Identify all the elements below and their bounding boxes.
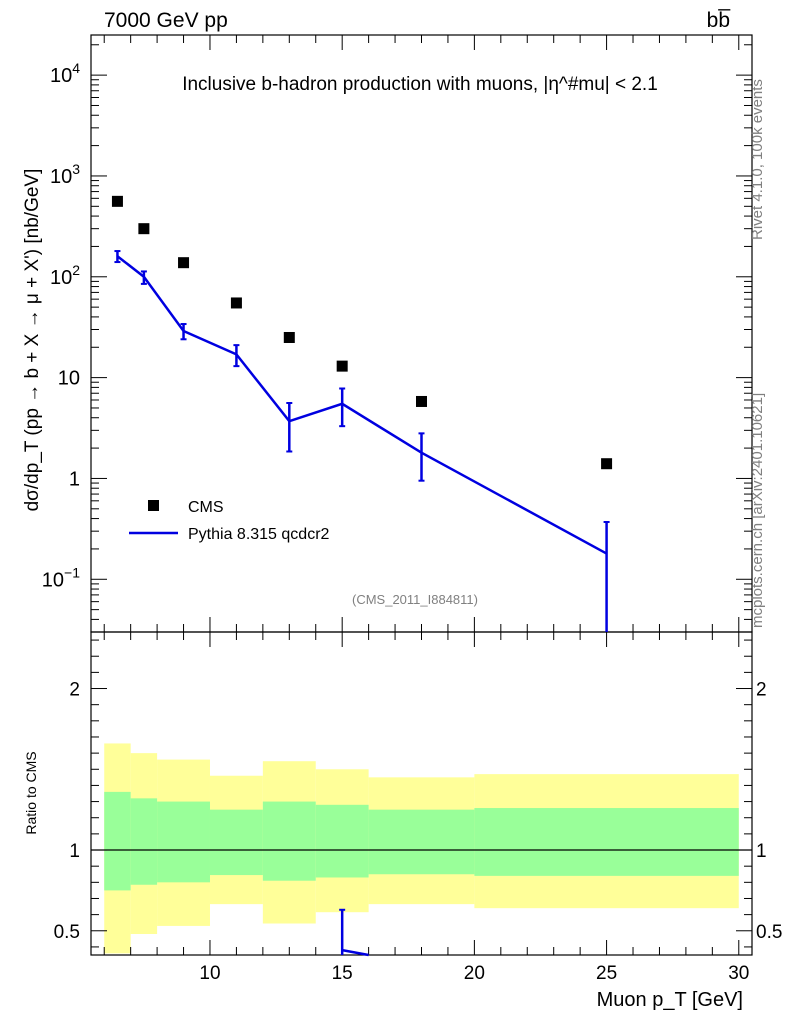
ratio-y-tick-label-right: 0.5 bbox=[756, 922, 782, 943]
ratio-y-axis-label: Ratio to CMS bbox=[23, 751, 39, 834]
cms-series bbox=[111, 195, 613, 470]
mc-series bbox=[114, 250, 610, 632]
legend-label-cms: CMS bbox=[188, 499, 224, 516]
header-left: 7000 GeV pp bbox=[104, 9, 228, 32]
ratio-band-inner bbox=[262, 801, 316, 881]
ratio-mc-series bbox=[339, 908, 369, 957]
cms-data-point bbox=[230, 297, 242, 309]
x-axis-label: Muon p_T [GeV] bbox=[597, 989, 743, 1011]
y-axis-label: dσ/dp_T (pp → b + X → μ + X') [nb/GeV] bbox=[22, 169, 43, 512]
ratio-band-inner bbox=[474, 808, 739, 876]
ratio-band-inner bbox=[209, 809, 263, 876]
x-tick-label: 15 bbox=[332, 963, 353, 984]
ratio-y-tick-label-right: 2 bbox=[756, 680, 767, 701]
y-tick-label: 102 bbox=[50, 262, 80, 289]
ratio-y-tick-labels: 0.5 0.5 1 1 2 2 bbox=[54, 680, 783, 943]
ratio-mc-line bbox=[341, 948, 369, 957]
ratio-y-tick-label-right: 1 bbox=[756, 841, 767, 862]
cms-data-point bbox=[416, 395, 427, 407]
axis-ticks bbox=[91, 35, 752, 955]
rivet-label: Rivet 4.1.0, 100k events bbox=[749, 79, 766, 240]
cms-data-point bbox=[111, 195, 123, 207]
chart-title: Inclusive b-hadron production with muons… bbox=[182, 74, 658, 95]
y-tick-label: 103 bbox=[50, 161, 80, 188]
cms-data-point bbox=[138, 223, 150, 235]
ratio-bands bbox=[91, 743, 752, 954]
x-tick-label: 20 bbox=[464, 963, 485, 984]
y-tick-label: 104 bbox=[50, 60, 80, 87]
mcplots-label: mcplots.cern.ch [arXiv:2401.10621] bbox=[749, 393, 766, 628]
analysis-tag: (CMS_2011_I884811) bbox=[352, 592, 478, 607]
ratio-band-inner bbox=[104, 791, 131, 891]
ratio-band-inner bbox=[368, 809, 475, 875]
x-tick-label: 30 bbox=[728, 963, 749, 984]
legend-marker-cms bbox=[148, 500, 159, 511]
y-tick-labels: 10−1 1 10 102 103 104 bbox=[42, 60, 80, 591]
ratio-y-tick-label-left: 0.5 bbox=[54, 922, 80, 943]
legend-label-pythia: Pythia 8.315 qcdcr2 bbox=[188, 526, 330, 543]
y-tick-label: 1 bbox=[69, 468, 80, 490]
cms-data-point bbox=[601, 458, 613, 470]
ratio-y-tick-label-left: 2 bbox=[69, 680, 80, 701]
y-tick-label: 10−1 bbox=[42, 564, 80, 591]
x-tick-label: 10 bbox=[199, 963, 220, 984]
ratio-y-tick-label-left: 1 bbox=[69, 841, 80, 862]
ratio-band-inner bbox=[315, 804, 369, 878]
ratio-band-inner bbox=[130, 798, 158, 885]
legend: CMS Pythia 8.315 qcdcr2 bbox=[129, 499, 330, 543]
ratio-band-inner bbox=[157, 801, 210, 883]
cms-data-point bbox=[178, 257, 190, 269]
cms-data-point bbox=[283, 331, 295, 343]
y-tick-label: 10 bbox=[58, 368, 80, 390]
mc-line bbox=[116, 255, 608, 555]
x-tick-labels: 10 15 20 25 30 bbox=[199, 963, 749, 984]
x-tick-label: 25 bbox=[596, 963, 617, 984]
header-right: bb̅ bbox=[707, 9, 732, 32]
cms-data-point bbox=[336, 360, 348, 372]
